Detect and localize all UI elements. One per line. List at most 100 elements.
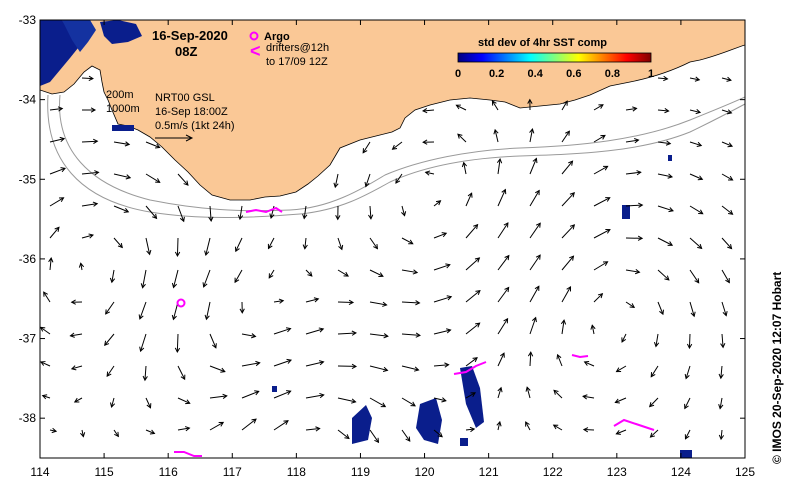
argo-legend-icon (249, 31, 259, 41)
current-vector (49, 136, 66, 143)
current-vector (657, 108, 670, 114)
current-vector (465, 223, 479, 239)
current-vector (401, 365, 420, 372)
current-vector (497, 386, 503, 399)
current-vector (593, 292, 604, 303)
current-vector (625, 170, 642, 176)
current-vector (625, 138, 640, 144)
current-vector (461, 161, 468, 175)
current-vector (527, 351, 534, 367)
current-vector (529, 222, 541, 239)
current-vector (145, 205, 158, 220)
drifter-legend-label-2: to 17/09 12Z (266, 56, 328, 68)
current-vector (525, 421, 531, 431)
current-vector (689, 269, 700, 284)
map-date: 16-Sep-2020 (152, 28, 228, 43)
current-vector (401, 429, 411, 442)
current-vector (653, 333, 660, 348)
current-vector (395, 173, 403, 184)
lon-tick-label: 115 (95, 465, 114, 479)
current-vector (305, 297, 320, 303)
current-vector (718, 365, 724, 380)
current-vector (433, 200, 442, 207)
current-vector (529, 254, 541, 271)
sst-patch-east-2 (668, 155, 672, 161)
current-vector (305, 426, 321, 432)
current-vector (720, 333, 726, 349)
current-vector (561, 285, 572, 303)
current-vector (657, 173, 674, 179)
current-vector (305, 392, 325, 399)
current-vector (234, 269, 243, 284)
current-vector (49, 197, 65, 207)
lon-tick-label: 118 (287, 465, 306, 479)
current-vector (689, 301, 696, 318)
sst-patch-east-1 (622, 205, 630, 219)
current-vector (721, 173, 734, 181)
current-vector (73, 397, 83, 403)
current-vector (204, 237, 211, 257)
current-vector (273, 298, 285, 304)
current-vector (689, 76, 701, 82)
sst-patch-northwest-3 (100, 20, 142, 44)
current-vector (422, 139, 435, 145)
current-vector (497, 352, 505, 367)
sst-patch-northwest-2 (62, 20, 96, 52)
drifter-tracks (174, 206, 655, 457)
current-vector (81, 138, 99, 145)
current-vector (657, 301, 664, 316)
current-vector (689, 173, 704, 181)
current-vector (70, 365, 83, 371)
current-vector (49, 427, 58, 434)
current-vector (145, 173, 161, 183)
credit-label: © IMOS 20-Sep-2020 12:07 Hobart (770, 272, 784, 464)
sst-patch-south-5 (680, 450, 692, 458)
current-vector (40, 326, 51, 335)
current-vector (421, 107, 435, 114)
colorbar-tick-label: 1 (648, 68, 654, 80)
vector-scale-arrow (155, 134, 194, 142)
current-vector (721, 109, 733, 115)
current-vector (433, 295, 453, 303)
colorbar-tick-label: 0.6 (566, 68, 581, 80)
lon-tick-label: 116 (159, 465, 178, 479)
current-vector (465, 426, 476, 433)
current-vector (40, 361, 51, 367)
current-vector (561, 100, 568, 111)
sst-patches (40, 20, 692, 458)
drifter-legend-label-1: drifters@12h (266, 42, 329, 54)
lat-tick-label: -37 (19, 332, 37, 346)
drifter-track (453, 361, 487, 375)
current-vector (582, 427, 595, 433)
current-vector (81, 233, 94, 239)
current-vector (657, 75, 669, 82)
current-vector (583, 360, 595, 367)
lon-tick-label: 119 (351, 465, 370, 479)
current-vector (615, 429, 627, 435)
product-valid-time: 16-Sep 18:00Z (155, 106, 228, 118)
current-vector (109, 397, 116, 408)
current-vector (362, 141, 371, 154)
colorbar-title: std dev of 4hr SST comp (478, 37, 607, 49)
current-vector (590, 324, 596, 335)
current-vector (457, 133, 467, 143)
current-vector (401, 397, 416, 407)
current-vector (43, 291, 51, 303)
current-vector (273, 390, 292, 399)
current-vector (81, 75, 94, 82)
contour-1000m-label: 1000m (106, 103, 140, 115)
current-vector (625, 106, 638, 112)
current-vector (41, 394, 51, 400)
current-vector (145, 397, 152, 409)
colorbar-tick-label: 0.4 (528, 68, 544, 80)
current-vector (689, 108, 702, 115)
current-vector (529, 157, 538, 175)
colorbar-tick-label: 0.8 (605, 68, 620, 80)
current-vector (721, 205, 734, 215)
lon-tick-label: 124 (671, 465, 691, 479)
contour-200m (59, 94, 745, 212)
current-vector (455, 104, 467, 111)
current-vector (497, 222, 509, 239)
current-vector (142, 365, 148, 382)
current-vector (145, 141, 161, 149)
